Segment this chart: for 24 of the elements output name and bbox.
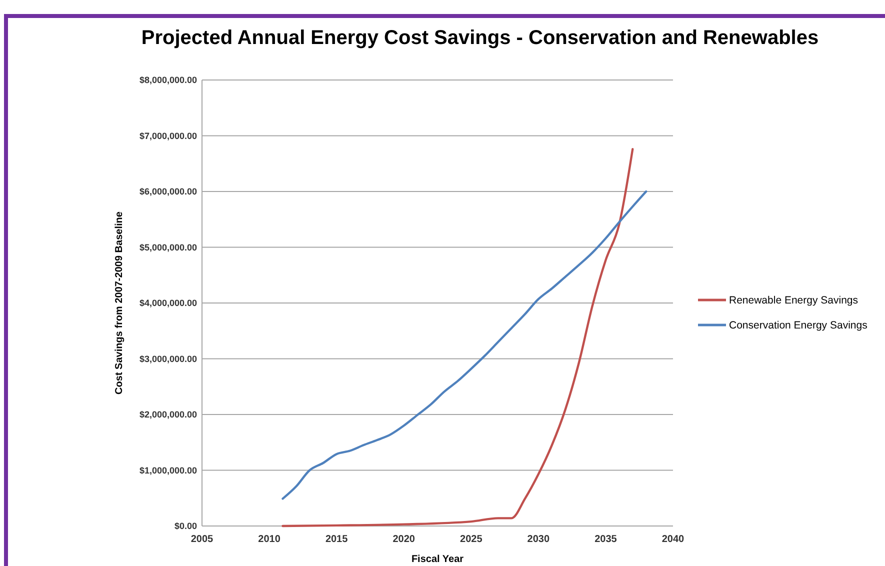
x-tick-label: 2035 (594, 534, 618, 545)
x-tick-label: 2010 (258, 534, 281, 545)
y-tick-label: $1,000,000.00 (139, 465, 197, 476)
y-tick-label: $2,000,000.00 (139, 410, 197, 420)
y-tick-label: $6,000,000.00 (139, 186, 197, 197)
y-tick-label: $7,000,000.00 (139, 130, 197, 141)
y-tick-label: $8,000,000.00 (139, 75, 197, 86)
x-axis-title: Fiscal Year (411, 554, 464, 565)
y-axis-title: Cost Savings from 2007-2009 Baseline (114, 211, 125, 394)
x-tick-label: 2030 (527, 534, 550, 545)
y-tick-label: $0.00 (174, 521, 197, 532)
x-tick-label: 2040 (662, 534, 685, 545)
line-series (282, 190, 648, 500)
line-series (282, 148, 634, 528)
x-tick-label: 2015 (325, 534, 348, 545)
x-tick-label: 2005 (190, 534, 214, 545)
legend-label: Renewable Energy Savings (729, 294, 858, 307)
chart-title: Projected Annual Energy Cost Savings - Conservation and Renewables (141, 27, 819, 49)
x-tick-label: 2025 (460, 534, 483, 545)
y-tick-label: $3,000,000.00 (139, 354, 197, 364)
y-tick-label: $5,000,000.00 (139, 242, 197, 252)
y-tick-label: $4,000,000.00 (139, 298, 197, 308)
legend-label: Conservation Energy Savings (729, 320, 868, 332)
x-tick-label: 2020 (392, 534, 416, 545)
